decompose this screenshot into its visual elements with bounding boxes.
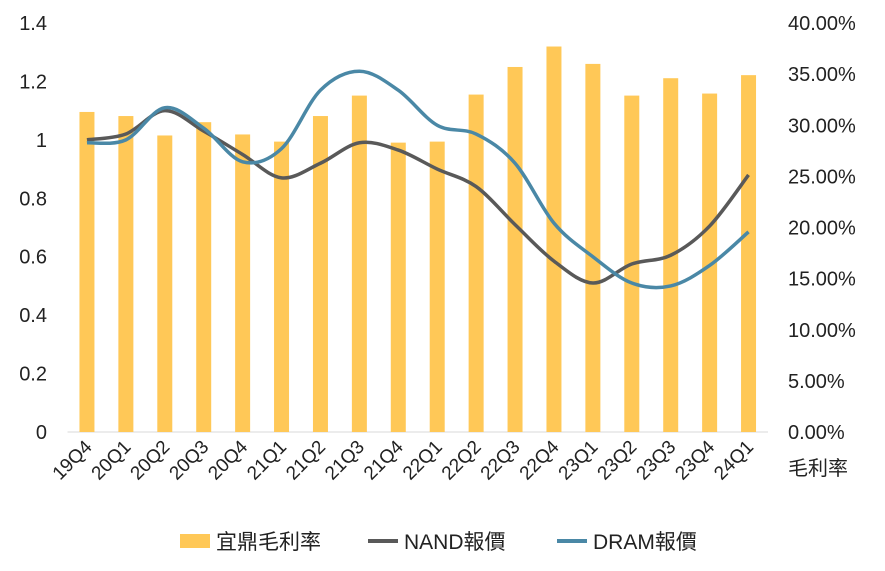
left-tick-label: 0 [36, 422, 47, 444]
bar [274, 141, 290, 433]
legend-label: DRAM報價 [593, 531, 697, 554]
left-tick-label: 0.2 [19, 364, 47, 386]
x-tick-label: 22Q2 [438, 437, 486, 485]
x-tick-label: 21Q4 [360, 436, 408, 484]
left-tick-label: 1.4 [19, 13, 47, 35]
bar [351, 95, 367, 432]
bar [585, 63, 601, 433]
bar [507, 66, 523, 432]
right-tick-label: 20.00% [788, 218, 856, 240]
right-axis-label: 毛利率 [788, 457, 848, 480]
x-tick-label: 23Q2 [594, 437, 642, 485]
right-tick-label: 0.00% [788, 422, 845, 444]
line-NAND報價 [86, 108, 750, 285]
left-tick-label: 0.8 [19, 188, 47, 210]
legend-label: NAND報價 [404, 531, 506, 554]
x-tick-label: 21Q2 [282, 437, 330, 485]
x-tick-label: 20Q4 [204, 436, 252, 484]
left-tick-label: 0.6 [19, 247, 47, 269]
bar [79, 111, 95, 433]
right-tick-label: 15.00% [788, 269, 856, 291]
bar [312, 116, 328, 433]
x-tick-label: 21Q3 [321, 437, 369, 485]
x-tick-label: 19Q4 [49, 436, 97, 484]
right-tick-label: 40.00% [788, 13, 856, 35]
right-tick-label: 35.00% [788, 64, 856, 86]
legend-swatch [180, 534, 210, 548]
x-tick-label: 23Q4 [671, 436, 719, 484]
legend-label: 宜鼎毛利率 [216, 531, 321, 554]
bar [235, 134, 251, 432]
x-tick-label: 23Q1 [555, 437, 603, 485]
bar [468, 94, 484, 432]
x-tick-label: 22Q3 [477, 437, 525, 485]
left-tick-label: 0.4 [19, 305, 47, 327]
right-tick-label: 25.00% [788, 166, 856, 188]
left-tick-label: 1.2 [19, 71, 47, 93]
left-tick-label: 1 [36, 130, 47, 152]
x-tick-label: 20Q3 [166, 437, 214, 485]
line-DRAM報價 [86, 69, 750, 290]
bar [741, 75, 757, 433]
right-tick-label: 5.00% [788, 371, 845, 393]
bar [702, 93, 718, 433]
bar [390, 142, 406, 432]
x-tick-label: 20Q1 [88, 437, 136, 485]
bar [157, 135, 173, 432]
bar [196, 122, 212, 433]
right-tick-label: 10.00% [788, 320, 856, 342]
x-tick-label: 22Q1 [399, 437, 447, 485]
bar [546, 46, 562, 433]
x-tick-label: 23Q3 [633, 437, 681, 485]
bar [118, 116, 134, 433]
x-tick-label: 20Q2 [127, 437, 175, 485]
x-tick-label: 24Q1 [710, 437, 758, 485]
x-tick-label: 22Q4 [516, 436, 564, 484]
bar [429, 141, 445, 433]
x-tick-label: 21Q1 [243, 437, 291, 485]
right-tick-label: 30.00% [788, 115, 856, 137]
